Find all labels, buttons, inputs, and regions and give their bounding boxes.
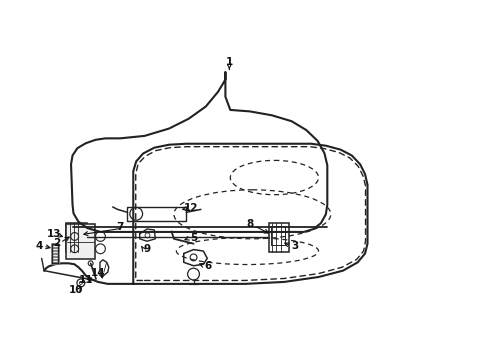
Bar (66, 223, 87, 252)
Text: 8: 8 (246, 219, 253, 229)
Bar (271, 226, 285, 245)
Text: 3: 3 (292, 241, 298, 251)
Text: 14: 14 (91, 268, 105, 278)
Text: 1: 1 (226, 57, 233, 67)
Text: 10: 10 (69, 285, 83, 295)
Bar (269, 223, 289, 252)
Text: 12: 12 (184, 203, 198, 213)
Text: 5: 5 (190, 233, 197, 243)
Text: 6: 6 (205, 261, 212, 271)
Text: 11: 11 (78, 275, 93, 285)
Bar (127, 207, 186, 221)
Text: 13: 13 (47, 229, 61, 239)
Text: 9: 9 (144, 244, 150, 253)
Text: 4: 4 (35, 241, 43, 251)
Bar (69, 226, 82, 245)
Bar (66, 224, 95, 259)
Text: 7: 7 (116, 221, 124, 231)
Text: 2: 2 (53, 238, 60, 248)
